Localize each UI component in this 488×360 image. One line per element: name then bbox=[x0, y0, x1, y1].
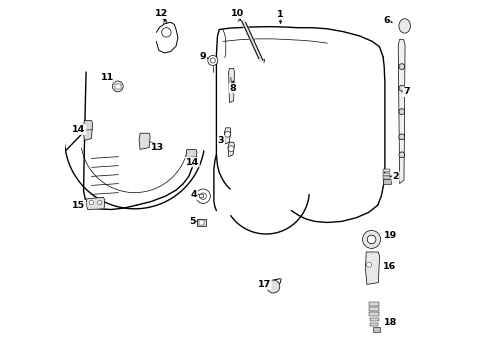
Circle shape bbox=[210, 58, 215, 63]
Bar bbox=[199, 220, 204, 225]
Polygon shape bbox=[397, 40, 404, 184]
Circle shape bbox=[398, 85, 404, 91]
Text: 4: 4 bbox=[190, 190, 197, 199]
Text: 19: 19 bbox=[383, 231, 396, 240]
Text: 5: 5 bbox=[189, 217, 195, 226]
Bar bbox=[197, 219, 206, 226]
Text: 8: 8 bbox=[229, 84, 236, 93]
Circle shape bbox=[207, 55, 218, 66]
Text: 9: 9 bbox=[200, 53, 206, 62]
Circle shape bbox=[366, 262, 371, 267]
Polygon shape bbox=[365, 252, 379, 284]
Circle shape bbox=[366, 235, 375, 244]
Polygon shape bbox=[228, 68, 234, 103]
Circle shape bbox=[224, 131, 230, 137]
Circle shape bbox=[228, 146, 234, 152]
Text: 18: 18 bbox=[383, 318, 396, 327]
Bar bbox=[115, 84, 121, 89]
Bar bbox=[383, 173, 389, 176]
Text: 6: 6 bbox=[383, 17, 389, 26]
Bar bbox=[383, 176, 389, 179]
Circle shape bbox=[398, 64, 404, 69]
Circle shape bbox=[266, 280, 279, 293]
Text: 14: 14 bbox=[72, 125, 85, 134]
Text: 7: 7 bbox=[403, 87, 409, 96]
Circle shape bbox=[162, 28, 171, 37]
Polygon shape bbox=[227, 142, 234, 157]
Bar bbox=[368, 312, 378, 316]
Polygon shape bbox=[86, 197, 104, 210]
Text: 11: 11 bbox=[101, 73, 114, 82]
Circle shape bbox=[200, 193, 206, 199]
Bar bbox=[369, 323, 378, 326]
Circle shape bbox=[112, 81, 123, 92]
Circle shape bbox=[89, 201, 94, 205]
Text: 17: 17 bbox=[257, 280, 270, 289]
Polygon shape bbox=[224, 128, 230, 144]
Bar bbox=[383, 169, 389, 172]
Circle shape bbox=[98, 201, 102, 205]
Circle shape bbox=[362, 230, 380, 248]
Text: 2: 2 bbox=[391, 172, 398, 181]
Text: 3: 3 bbox=[218, 136, 224, 145]
Polygon shape bbox=[83, 121, 92, 140]
Bar bbox=[372, 327, 379, 332]
Text: 15: 15 bbox=[72, 201, 85, 210]
Text: 10: 10 bbox=[230, 9, 244, 18]
Text: 12: 12 bbox=[155, 9, 168, 18]
Ellipse shape bbox=[398, 19, 409, 33]
Circle shape bbox=[398, 109, 404, 114]
Circle shape bbox=[196, 189, 210, 203]
Bar bbox=[382, 179, 390, 184]
Text: 14: 14 bbox=[185, 158, 199, 166]
Text: 16: 16 bbox=[382, 262, 395, 271]
Polygon shape bbox=[185, 149, 197, 166]
Circle shape bbox=[398, 152, 404, 158]
Text: 13: 13 bbox=[150, 143, 163, 152]
Circle shape bbox=[398, 134, 404, 140]
Bar bbox=[368, 302, 378, 306]
Bar bbox=[199, 194, 203, 197]
Bar bbox=[368, 307, 378, 311]
Bar bbox=[369, 318, 378, 321]
Polygon shape bbox=[139, 133, 150, 149]
Text: 1: 1 bbox=[277, 10, 283, 19]
